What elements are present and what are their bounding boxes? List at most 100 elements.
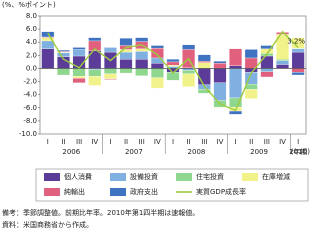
bar-segment — [135, 51, 149, 60]
year-label: 2007 — [125, 148, 143, 156]
bar-segment — [197, 54, 211, 62]
bar-segment — [182, 44, 196, 50]
y-tick-label: -8.0 — [23, 117, 37, 125]
year-label: 2006 — [62, 148, 80, 156]
bar-segment — [291, 72, 305, 76]
y-tick-label: 8.0 — [26, 12, 37, 20]
y-tick-label: -2.0 — [23, 78, 37, 86]
legend-swatch — [110, 173, 126, 181]
x-tick-label: I — [297, 138, 299, 146]
bar-segment — [182, 70, 196, 74]
bar-segment — [197, 62, 211, 69]
bar-segment — [260, 45, 274, 49]
bar-segment — [276, 64, 289, 69]
annotation: 3.2% — [287, 37, 305, 45]
legend-label: 設備投資 — [130, 172, 158, 181]
x-tick-label: III — [76, 138, 82, 146]
bar-segment — [229, 65, 242, 69]
x-tick-label: I — [47, 138, 49, 146]
bar-segment — [166, 65, 180, 67]
bar-segment — [244, 49, 258, 59]
bar-segment — [197, 89, 211, 94]
bar-segment — [57, 68, 70, 76]
bar-segment — [244, 89, 258, 99]
bar-segment — [72, 78, 86, 84]
y-axis-label: (%、%ポイント) — [2, 1, 56, 9]
bar-segment — [166, 59, 180, 63]
y-tick-label: -4.0 — [23, 91, 37, 99]
legend-box — [35, 168, 309, 202]
year-label: 2008 — [188, 148, 206, 156]
legend-swatch — [110, 188, 126, 196]
bar-segment — [182, 73, 196, 87]
bar-segment — [150, 77, 164, 89]
bar-segment — [104, 68, 117, 74]
note: 資料：米国商務省から作成。 — [2, 220, 93, 229]
note: 備考：季節調整値。前期比年率。2010年第1四半期は速報値。 — [2, 208, 199, 217]
x-tick-label: I — [109, 138, 111, 146]
y-tick-label: 6.0 — [26, 25, 37, 33]
bar-segment — [276, 60, 289, 65]
x-tick-label: IV — [217, 138, 224, 146]
year-label: 2010 — [289, 148, 307, 156]
bar-segment — [72, 49, 86, 57]
bar-segment — [197, 61, 211, 63]
bar-segment — [229, 68, 242, 99]
bar-segment — [88, 69, 102, 77]
bar-segment — [150, 47, 164, 59]
bar-segment — [229, 110, 242, 115]
bar-segment — [72, 76, 86, 79]
bar-segment — [260, 48, 274, 54]
bar-segment — [88, 76, 102, 86]
legend-label: 個人消費 — [64, 172, 92, 181]
legend-label: 住宅投資 — [196, 172, 224, 181]
x-tick-label: IV — [91, 138, 98, 146]
bar-segment — [119, 51, 133, 60]
bar-segment — [88, 37, 102, 42]
bar-segment — [260, 71, 274, 78]
legend-label: 実質GDP成長率 — [196, 187, 246, 196]
bar-segment — [150, 45, 164, 49]
bar-segment — [150, 63, 164, 69]
y-tick-label: 2.0 — [26, 51, 37, 59]
y-tick-label: 4.0 — [26, 38, 37, 46]
x-tick-label: IV — [154, 138, 161, 146]
year-label: 2009 — [250, 148, 268, 156]
chart: (%、%ポイント) (年期) 備考：季節調整値。前期比年率。2010年第1四半期… — [2, 1, 311, 229]
bar-segment — [213, 106, 227, 108]
bar-segment — [119, 68, 133, 74]
x-tick-label: III — [201, 138, 207, 146]
x-tick-label: II — [61, 138, 65, 146]
bar-segment — [41, 40, 55, 49]
bar-segment — [244, 68, 258, 73]
bar-segment — [135, 68, 149, 76]
bar-segment — [104, 78, 117, 80]
bar-segment — [229, 48, 242, 66]
bar-segment — [119, 38, 133, 46]
bar-segment — [260, 55, 274, 69]
bar-segment — [291, 48, 305, 53]
bar-segment — [135, 59, 149, 69]
x-axis-label: (年期) — [291, 147, 311, 156]
legend-label: 政府支出 — [130, 187, 158, 196]
bar-segment — [291, 51, 305, 69]
bar-segment — [104, 73, 117, 80]
legend-label: 純輸出 — [64, 187, 85, 196]
bar-segment — [150, 68, 164, 78]
bar-segment — [213, 61, 227, 64]
legend-swatch — [242, 173, 258, 181]
bar-segment — [119, 59, 133, 69]
legend-swatch — [44, 173, 60, 181]
bar-segment — [135, 48, 149, 52]
bar-segment — [291, 68, 305, 73]
legend-swatch — [176, 173, 192, 181]
y-tick-label: 0.0 — [26, 64, 37, 72]
bar-segment — [291, 37, 305, 49]
bar-segment — [213, 63, 227, 69]
y-tick-label: -10.0 — [19, 130, 37, 138]
plot-area — [39, 15, 307, 135]
bar-segment — [104, 47, 117, 53]
bar-segment — [135, 37, 149, 42]
x-tick-label: I — [172, 138, 174, 146]
x-tick-label: II — [187, 138, 191, 146]
